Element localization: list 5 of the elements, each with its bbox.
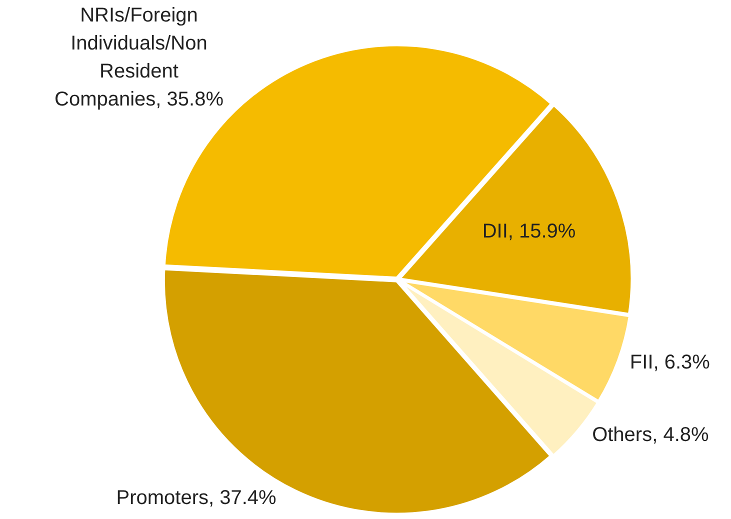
slice-label: Promoters, 37.4% xyxy=(116,486,277,509)
slice-label: DII, 15.9% xyxy=(482,220,576,243)
slice-label: NRIs/Foreign Individuals/Non Resident Companies, 35.8% xyxy=(54,4,224,111)
slice-label: FII, 6.3% xyxy=(630,351,710,374)
slice-label: Others, 4.8% xyxy=(592,424,709,446)
